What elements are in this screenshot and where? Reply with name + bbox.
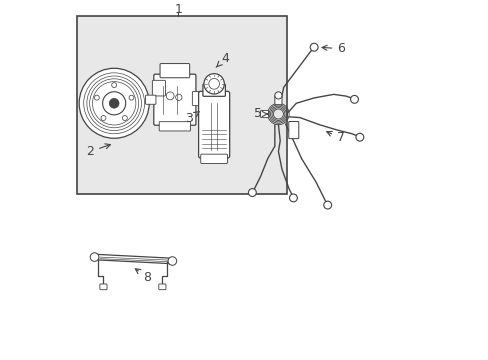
- Circle shape: [166, 92, 174, 100]
- FancyBboxPatch shape: [159, 284, 165, 290]
- Circle shape: [355, 133, 363, 141]
- FancyBboxPatch shape: [203, 84, 225, 96]
- FancyBboxPatch shape: [160, 64, 189, 78]
- Text: 1: 1: [174, 3, 182, 16]
- FancyBboxPatch shape: [288, 121, 298, 139]
- Text: 4: 4: [216, 52, 228, 67]
- Polygon shape: [96, 254, 173, 264]
- FancyBboxPatch shape: [100, 284, 107, 290]
- Circle shape: [101, 116, 106, 121]
- Circle shape: [248, 189, 256, 197]
- Circle shape: [168, 257, 176, 265]
- FancyBboxPatch shape: [198, 91, 229, 158]
- Circle shape: [111, 83, 116, 87]
- Text: 3: 3: [185, 112, 199, 125]
- Circle shape: [350, 95, 358, 103]
- Circle shape: [323, 201, 331, 209]
- Circle shape: [102, 92, 125, 115]
- Text: 2: 2: [86, 144, 110, 158]
- Circle shape: [109, 98, 119, 108]
- FancyBboxPatch shape: [145, 95, 156, 104]
- Circle shape: [289, 194, 297, 202]
- Circle shape: [79, 68, 149, 138]
- FancyBboxPatch shape: [192, 91, 203, 105]
- FancyBboxPatch shape: [154, 74, 196, 125]
- Circle shape: [175, 94, 182, 100]
- Circle shape: [274, 92, 282, 99]
- Circle shape: [94, 95, 99, 100]
- Text: 8: 8: [135, 269, 151, 284]
- FancyBboxPatch shape: [159, 122, 190, 131]
- Text: 5: 5: [254, 108, 267, 121]
- FancyBboxPatch shape: [152, 80, 165, 96]
- FancyBboxPatch shape: [201, 154, 227, 163]
- Text: 6: 6: [322, 42, 345, 55]
- Circle shape: [122, 116, 127, 121]
- Circle shape: [90, 253, 99, 261]
- FancyBboxPatch shape: [274, 95, 282, 105]
- Circle shape: [203, 74, 224, 94]
- Text: 7: 7: [326, 131, 344, 144]
- Bar: [77, 16, 287, 194]
- Circle shape: [129, 95, 134, 100]
- FancyBboxPatch shape: [260, 111, 268, 118]
- Circle shape: [309, 43, 317, 51]
